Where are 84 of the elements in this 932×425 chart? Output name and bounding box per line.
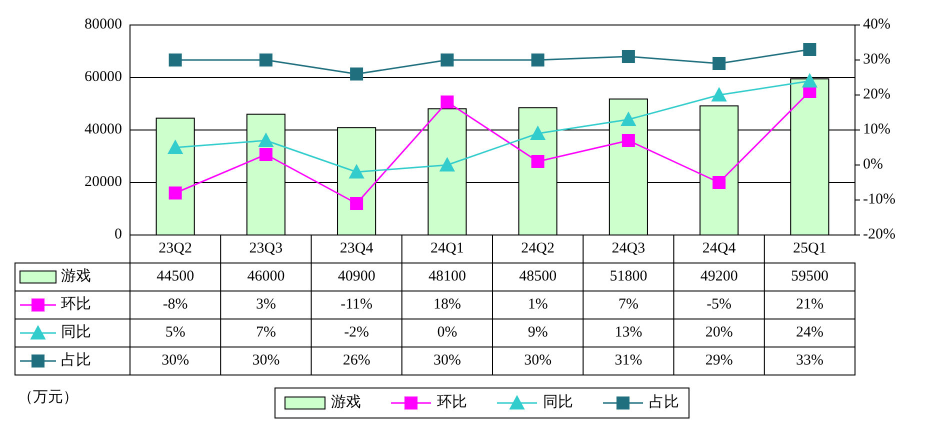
point — [803, 43, 816, 56]
text: 同比 — [543, 394, 573, 410]
data-label: 26% — [342, 352, 370, 368]
point — [349, 164, 364, 178]
point — [802, 74, 818, 88]
point — [622, 134, 635, 147]
y-tick-label: 40000 — [84, 121, 122, 138]
legend-label: 同比 — [61, 323, 91, 340]
data-label: -5% — [706, 296, 732, 312]
data-label: 9% — [528, 324, 548, 340]
y-tick-label: 20000 — [84, 174, 122, 190]
point — [440, 158, 455, 172]
x-tick-label: 23Q2 — [158, 240, 192, 256]
data-label: -8% — [162, 296, 188, 312]
y2-tick-label: 20% — [863, 86, 890, 102]
x-tick-label: 24Q2 — [521, 240, 554, 256]
data-label: -2% — [344, 324, 370, 340]
data-label: -11% — [340, 296, 373, 312]
y-tick-label: 80000 — [84, 16, 122, 32]
data-label: 7% — [256, 324, 276, 340]
data-label: 30% — [252, 352, 280, 368]
data-label: 1% — [528, 296, 548, 312]
data-label: 24% — [796, 324, 824, 340]
text: 环比 — [437, 394, 467, 410]
y2-tick-label: -10% — [863, 191, 896, 208]
point — [168, 54, 182, 66]
data-label: 3% — [256, 296, 276, 312]
data-label: 20% — [705, 324, 733, 340]
point — [712, 176, 726, 189]
text: 占比 — [649, 394, 679, 410]
y2-tick-label: 40% — [863, 16, 890, 32]
point — [440, 96, 454, 108]
data-label: 29% — [705, 352, 733, 368]
point — [350, 68, 364, 80]
y2-tick-label: 0% — [863, 156, 883, 172]
point — [531, 155, 544, 168]
point — [258, 133, 274, 147]
data-label: 7% — [618, 296, 638, 312]
x-tick-label: 23Q3 — [249, 240, 283, 256]
y-tick-label: 60000 — [84, 68, 122, 85]
point — [168, 140, 183, 154]
legend-label: 占比 — [61, 351, 91, 368]
data-label: 48500 — [519, 268, 557, 284]
data-label: 21% — [796, 296, 824, 312]
x-tick-label: 24Q3 — [612, 240, 646, 256]
point — [531, 54, 544, 66]
data-label: 51800 — [610, 268, 648, 284]
data-label: 30% — [524, 352, 552, 368]
point — [712, 57, 726, 70]
point — [622, 50, 635, 63]
point — [168, 186, 182, 200]
data-label: 5% — [165, 324, 186, 340]
data-label: 31% — [614, 352, 642, 368]
x-tick-label: 23Q4 — [340, 240, 374, 256]
y2-tick-label: 10% — [863, 121, 890, 138]
data-label: 0% — [437, 324, 458, 340]
data-label: 18% — [433, 296, 461, 312]
x-tick-label: 24Q1 — [430, 240, 464, 256]
x-tick-label: 25Q1 — [793, 240, 826, 256]
point — [712, 88, 727, 102]
data-label: 44500 — [156, 268, 194, 284]
data-label: 46000 — [247, 268, 285, 284]
point — [259, 148, 272, 161]
data-label: 59500 — [790, 268, 828, 284]
data-label: 13% — [614, 324, 642, 340]
y-tick-label: 0 — [114, 226, 122, 242]
y2-tick-label: 30% — [863, 51, 890, 68]
x-tick-label: 24Q4 — [702, 240, 736, 256]
text: 游戏 — [331, 394, 361, 410]
point — [530, 126, 546, 140]
text: （万元） — [18, 389, 78, 406]
point — [440, 54, 454, 66]
y2-tick-label: -20% — [863, 226, 896, 242]
data-label: 33% — [796, 352, 824, 368]
data-label: 49200 — [700, 268, 738, 284]
data-label: 48100 — [428, 268, 466, 284]
point — [620, 112, 636, 126]
legend-label: 环比 — [61, 295, 91, 312]
point — [350, 197, 364, 210]
data-label: 40900 — [338, 268, 376, 284]
data-label: 30% — [162, 352, 190, 368]
point — [259, 54, 272, 66]
data-label: 30% — [433, 352, 461, 368]
legend-label: 游戏 — [61, 267, 91, 284]
